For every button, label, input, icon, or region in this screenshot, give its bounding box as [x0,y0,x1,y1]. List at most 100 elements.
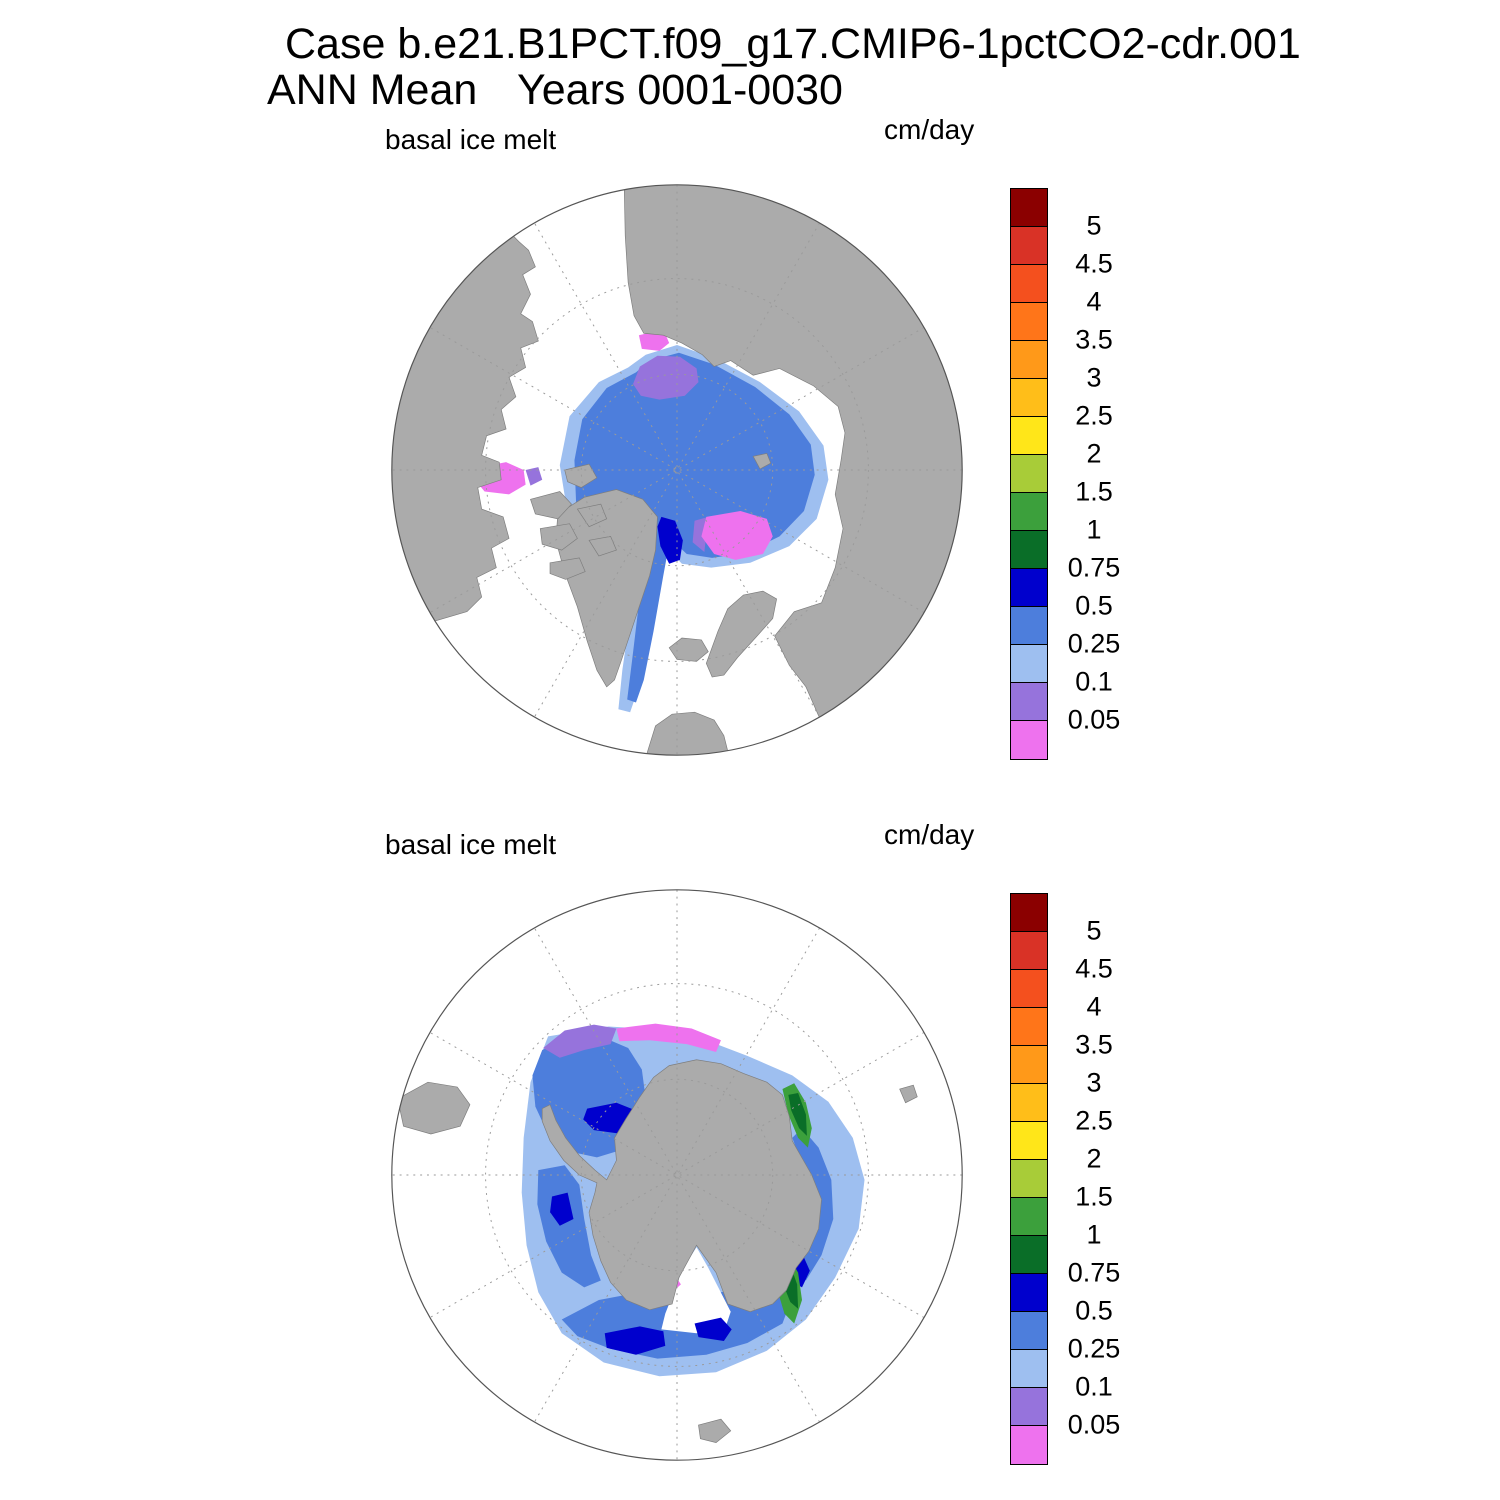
land-svalbard [752,453,772,470]
colorbar-segment-0 [1011,189,1047,227]
colorbar-tick-label: 0.25 [1067,1333,1121,1364]
colorbar-segment-8 [1011,493,1047,531]
colorbar-tick-label: 3.5 [1075,324,1113,355]
colorbar-segment-13 [1011,1388,1047,1426]
colorbar-segment-10 [1011,569,1047,607]
colorbar-segment-2 [1011,265,1047,303]
antarctic-ice-level-0.05-0.1-weddell-edge [543,1024,617,1058]
antarctic-ice-level-0.5-0.75-west [550,1192,574,1226]
colorbar-tick-label: 0.5 [1075,590,1113,621]
colorbar-segment-4 [1011,1046,1047,1084]
colorbar-tick-label: 3 [1086,362,1102,393]
arctic-ice-level-0.05-0.1-canadian [525,467,543,486]
colorbar-segment-13 [1011,683,1047,721]
colorbar-tick-label: 1.5 [1075,1181,1113,1212]
colorbar-segment-7 [1011,1160,1047,1198]
figure-title: Case b.e21.B1PCT.f09_g17.CMIP6-1pctCO2-c… [285,20,1301,68]
north-field-label: basal ice melt [385,124,557,155]
colorbar-segment-3 [1011,303,1047,341]
colorbar-segment-14 [1011,721,1047,759]
colorbar-tick-label: 0.25 [1067,628,1121,659]
south-units-label: cm/day [884,819,975,850]
colorbar-tick-label: 2 [1086,438,1102,469]
land-arctic-archipelago-island [549,557,586,580]
north-colorbar-ticks: 5 4.5 4 3.5 3 2.5 2 1.5 1 0.75 0.5 0.25 0.1 0.05 [1056,188,1132,760]
colorbar-segment-3 [1011,1008,1047,1046]
arctic-ice-level-below-0.05-barents [701,511,773,560]
colorbar-segment-11 [1011,1312,1047,1350]
colorbar-segment-11 [1011,607,1047,645]
arctic-map [391,184,963,756]
colorbar-tick-label: 0.1 [1075,1371,1113,1402]
colorbar-segment-4 [1011,341,1047,379]
colorbar-tick-label: 2.5 [1075,400,1113,431]
colorbar-segment-6 [1011,1122,1047,1160]
colorbar-tick-label: 2 [1086,1143,1102,1174]
land-iceland [668,637,709,662]
colorbar-segment-14 [1011,1426,1047,1464]
colorbar-tick-label: 3 [1086,1067,1102,1098]
colorbar-segment-2 [1011,970,1047,1008]
latitude-circle [580,1078,774,1272]
antarctic-ice-level-0.75-1-northeast [788,1092,807,1136]
colorbar-segment-12 [1011,645,1047,683]
colorbar-segment-5 [1011,379,1047,417]
colorbar-segment-6 [1011,417,1047,455]
south-colorbar-swatches [1010,893,1048,1465]
colorbar-tick-label: 4.5 [1075,953,1113,984]
colorbar-segment-7 [1011,455,1047,493]
colorbar-segment-8 [1011,1198,1047,1236]
north-colorbar-swatches [1010,188,1048,760]
antarctic-map-boundary [391,889,963,1461]
colorbar-tick-label: 1 [1086,1219,1102,1250]
arctic-map-boundary [391,184,963,756]
latitude-circle [485,278,869,662]
colorbar-tick-label: 1.5 [1075,476,1113,507]
arctic-ice-melt-field [474,329,829,713]
antarctic-ice-level-0.5-0.75-ross-east [694,1317,732,1342]
south-colorbar-ticks: 5 4.5 4 3.5 3 2.5 2 1.5 1 0.75 0.5 0.25 0.1 0.05 [1056,893,1132,1465]
colorbar-segment-1 [1011,227,1047,265]
antarctic-ice-level-below-0.05-north-edge [616,1023,721,1052]
antarctic-ice-level-0.25-0.5-west-coast [537,1165,601,1288]
colorbar-segment-10 [1011,1274,1047,1312]
colorbar-tick-label: 0.05 [1067,1409,1121,1440]
land-arctic-archipelago-island [530,491,572,520]
antarctic-map [391,889,963,1461]
land-small-island-east [899,1084,918,1104]
land-south-america-tip [397,1081,471,1135]
north-colorbar: 5 4.5 4 3.5 3 2.5 2 1.5 1 0.75 0.5 0.25 0.1 0.05 [1010,188,1170,763]
figure-subtitle-mean: ANN Mean [267,66,478,114]
land-arctic-archipelago-island [576,503,608,528]
arctic-ice-level-0.05-0.1-siberian [633,355,699,400]
north-units-label: cm/day [884,114,975,145]
colorbar-tick-label: 4 [1086,991,1102,1022]
colorbar-segment-1 [1011,932,1047,970]
colorbar-tick-label: 0.1 [1075,666,1113,697]
colorbar-segment-12 [1011,1350,1047,1388]
arctic-land [391,184,963,756]
land-small-island-south [698,1418,732,1443]
colorbar-tick-label: 0.5 [1075,1295,1113,1326]
latitude-circle [580,373,774,567]
colorbar-tick-label: 4.5 [1075,248,1113,279]
colorbar-tick-label: 0.05 [1067,704,1121,735]
antarctic-ross-ice-shelf-nodata [661,1247,731,1334]
land-greenland [555,489,658,688]
land-arctic-archipelago-island [588,536,617,557]
colorbar-tick-label: 4 [1086,286,1102,317]
south-colorbar: 5 4.5 4 3.5 3 2.5 2 1.5 1 0.75 0.5 0.25 0.1 0.05 [1010,893,1170,1468]
land-antarctica [541,1059,822,1313]
antarctic-graticule [391,889,963,1461]
land-arctic-archipelago-island [564,463,598,488]
colorbar-tick-label: 5 [1086,915,1102,946]
colorbar-segment-0 [1011,894,1047,932]
colorbar-segment-5 [1011,1084,1047,1122]
arctic-graticule [391,184,963,756]
antarctic-land [397,1059,918,1443]
colorbar-tick-label: 5 [1086,210,1102,241]
south-field-label: basal ice melt [385,829,557,860]
colorbar-segment-9 [1011,1236,1047,1274]
colorbar-tick-label: 3.5 [1075,1029,1113,1060]
